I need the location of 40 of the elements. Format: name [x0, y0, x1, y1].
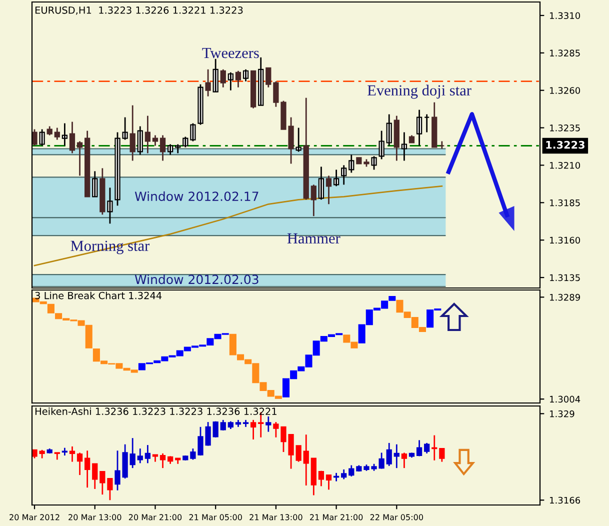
y-tick-label: 1.3166 — [550, 496, 580, 504]
x-tick-label: 22 Mar 05:00 — [370, 514, 424, 520]
y-tick-label: 1.3260 — [550, 87, 580, 94]
y-tick-label: 1.3289 — [550, 294, 580, 301]
candlestick — [107, 186, 113, 224]
x-tick-label: 20 Mar 13:00 — [68, 514, 122, 520]
y-tick-label: 1.329 — [550, 410, 574, 418]
x-tick-label: 20 Mar 21:00 — [128, 514, 182, 520]
candlestick — [356, 157, 362, 164]
ref-line-label: 1.3223 — [546, 140, 584, 149]
y-tick-label: 1.3185 — [550, 199, 580, 206]
candlestick — [439, 140, 445, 150]
y-tick-label: 1.3235 — [550, 124, 580, 132]
candlestick — [371, 156, 377, 170]
candlestick — [54, 452, 60, 460]
x-tick-label: 21 Mar 05:00 — [189, 514, 242, 520]
y-tick-label: 1.3004 — [550, 396, 580, 403]
line-series — [34, 185, 443, 266]
y-tick-label: 1.3210 — [550, 162, 580, 169]
band-label: Window 2012.02.03 — [134, 274, 258, 284]
candlestick — [190, 122, 196, 142]
candlestick — [212, 420, 218, 438]
y-tick-label: 1.3160 — [550, 236, 580, 244]
candlestick — [205, 68, 211, 98]
annotation: Evening doji star — [368, 84, 472, 99]
x-tick-label: 21 Mar 13:00 — [250, 514, 302, 520]
y-tick-label: 1.3310 — [550, 12, 580, 20]
chart-title: Heiken-Ashi 1.3236 1.3223 1.3223 1.3236 1.3221 — [35, 407, 276, 416]
x-tick-label: 20 Mar 2012 — [10, 514, 60, 520]
candlestick — [152, 454, 158, 462]
x-tick-label: 21 Mar 21:00 — [310, 514, 363, 520]
annotation: Hammer — [287, 233, 340, 244]
band-label: Window 2012.02.17 — [134, 191, 258, 202]
y-tick-label: 1.3135 — [550, 274, 580, 282]
candlestick — [182, 454, 188, 462]
candlestick — [424, 114, 430, 133]
y-tick-label: 1.3285 — [550, 50, 580, 56]
annotation: Tweezers — [202, 48, 259, 58]
chart-title: EURUSD,H1 1.3223 1.3226 1.3221 1.3223 — [35, 6, 243, 15]
chart-title: 3 Line Break Chart 1.3244 — [35, 292, 162, 300]
